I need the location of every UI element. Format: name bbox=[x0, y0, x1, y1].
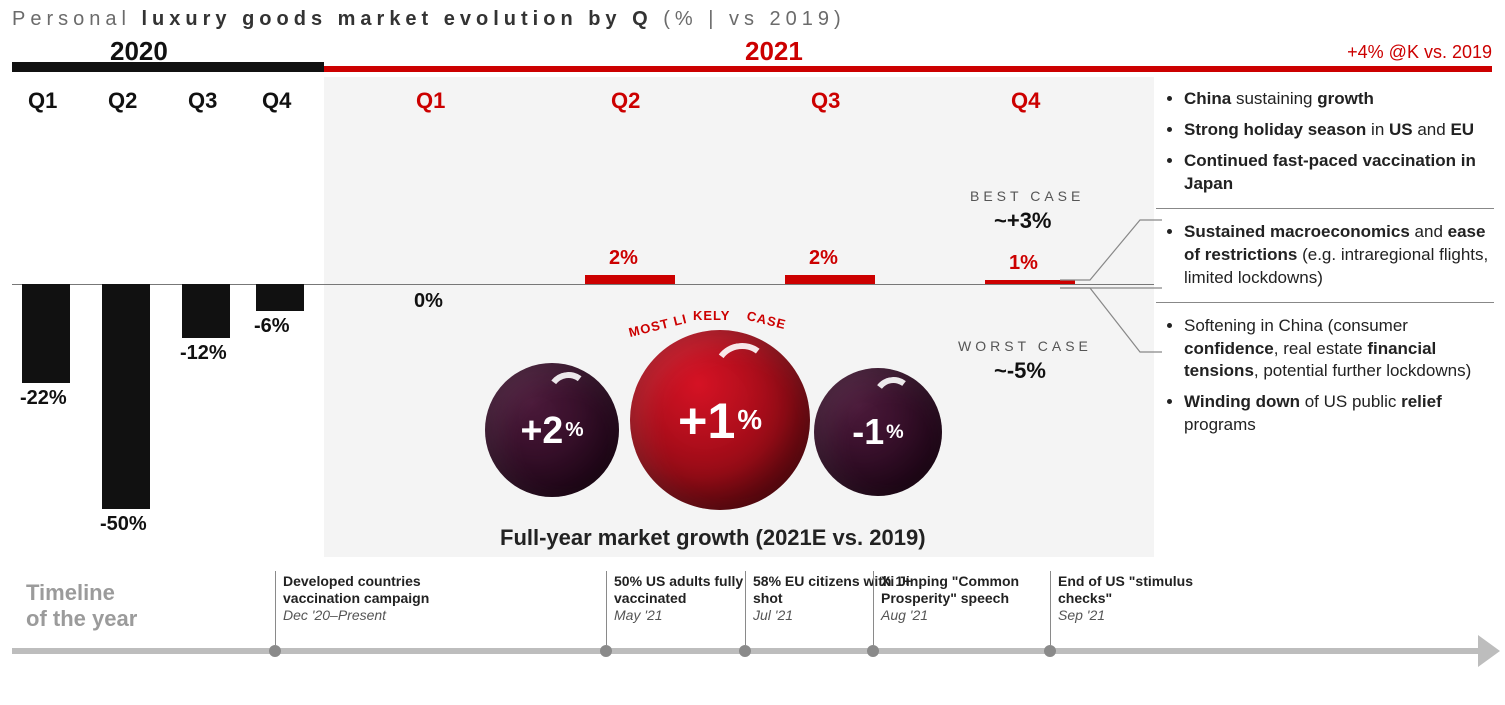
timeline-event: End of US "stimulus checks"Sep '21 bbox=[1058, 573, 1223, 623]
bar-value-2021: 2% bbox=[809, 247, 838, 270]
bar-value-2021: 2% bbox=[609, 247, 638, 270]
timeline-event: Developed countries vaccination campaign… bbox=[283, 573, 448, 623]
top-right-annotation: +4% @K vs. 2019 bbox=[1347, 42, 1492, 63]
note-item: Strong holiday season in US and EU bbox=[1184, 119, 1491, 142]
note-item: China sustaining growth bbox=[1184, 88, 1491, 111]
timeline-dot-icon bbox=[867, 645, 879, 657]
year-2021-label: 2021 bbox=[745, 36, 803, 67]
timeline-tick bbox=[606, 571, 607, 645]
bar-2021 bbox=[785, 275, 875, 284]
timeline-title: Timelineof the year bbox=[26, 580, 137, 633]
bar-2020 bbox=[256, 284, 304, 311]
worst-case-label: WORST CASE bbox=[958, 338, 1092, 354]
title-suffix: (% | vs 2019) bbox=[653, 8, 846, 30]
note-item: Softening in China (consumer confidence,… bbox=[1184, 315, 1491, 384]
bar-value-2021: 1% bbox=[1009, 252, 1038, 275]
best-case-label: BEST CASE bbox=[970, 188, 1084, 204]
title-prefix: Personal bbox=[12, 8, 142, 30]
bar-value-2020: -22% bbox=[20, 387, 67, 410]
title-bold: luxury goods market evolution by Q bbox=[142, 8, 653, 30]
quarter-label-2020: Q1 bbox=[28, 88, 57, 114]
timeline-arrowhead-icon bbox=[1478, 635, 1500, 667]
bar-2021 bbox=[985, 280, 1075, 285]
scenario-notes: China sustaining growth Strong holiday se… bbox=[1166, 88, 1491, 445]
quarter-label-2020: Q2 bbox=[108, 88, 137, 114]
full-year-label: Full-year market growth (2021E vs. 2019) bbox=[500, 525, 926, 551]
growth-bubble: +2% bbox=[485, 363, 619, 497]
bar-2021 bbox=[585, 275, 675, 284]
timeline-tick bbox=[873, 571, 874, 645]
bar-2020 bbox=[22, 284, 70, 383]
notes-divider-1 bbox=[1156, 208, 1494, 209]
chart-title: Personal luxury goods market evolution b… bbox=[12, 8, 846, 31]
timeline-tick bbox=[275, 571, 276, 645]
quarter-label-2020: Q3 bbox=[188, 88, 217, 114]
quarter-label-2021: Q2 bbox=[611, 88, 640, 114]
best-case-value: ~+3% bbox=[994, 208, 1052, 234]
header-bar-2020 bbox=[12, 62, 324, 72]
timeline-dot-icon bbox=[739, 645, 751, 657]
bar-value-2020: -6% bbox=[254, 315, 290, 338]
notes-worst-list: Softening in China (consumer confidence,… bbox=[1166, 315, 1491, 438]
bar-2020 bbox=[102, 284, 150, 509]
note-item: Winding down of US public relief program… bbox=[1184, 391, 1491, 437]
notes-best-list: China sustaining growth Strong holiday se… bbox=[1166, 88, 1491, 196]
growth-bubble: +1% bbox=[630, 330, 810, 510]
worst-case-value: ~-5% bbox=[994, 358, 1046, 384]
timeline-event: Xi Jinping "Common Prosperity" speechAug… bbox=[881, 573, 1046, 623]
quarter-label-2021: Q1 bbox=[416, 88, 445, 114]
timeline-dot-icon bbox=[600, 645, 612, 657]
quarter-label-2021: Q3 bbox=[811, 88, 840, 114]
header-bar-2021 bbox=[324, 66, 1492, 72]
quarter-label-2021: Q4 bbox=[1011, 88, 1040, 114]
timeline-tick bbox=[1050, 571, 1051, 645]
notes-mid-list: Sustained macroeconomics and ease of res… bbox=[1166, 221, 1491, 290]
most-likely-mid: KELY bbox=[693, 308, 730, 323]
bar-value-2020: -12% bbox=[180, 342, 227, 365]
notes-divider-2 bbox=[1156, 302, 1494, 303]
note-item: Sustained macroeconomics and ease of res… bbox=[1184, 221, 1491, 290]
bar-value-2021: 0% bbox=[414, 290, 443, 313]
bar-value-2020: -50% bbox=[100, 513, 147, 536]
timeline-tick bbox=[745, 571, 746, 645]
timeline-dot-icon bbox=[1044, 645, 1056, 657]
quarter-label-2020: Q4 bbox=[262, 88, 291, 114]
note-item: Continued fast-paced vaccination in Japa… bbox=[1184, 150, 1491, 196]
timeline-dot-icon bbox=[269, 645, 281, 657]
growth-bubble: -1% bbox=[814, 368, 942, 496]
bar-2020 bbox=[182, 284, 230, 338]
